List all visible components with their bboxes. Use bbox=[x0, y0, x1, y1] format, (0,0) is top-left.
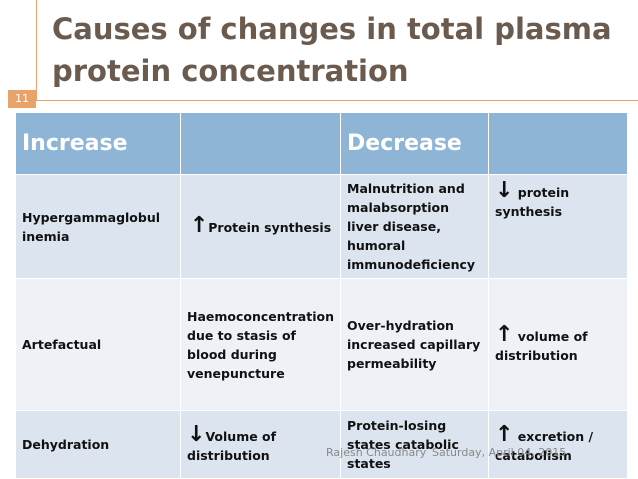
row2-decrease-cause: Over-hydration increased capillary perme… bbox=[340, 278, 489, 411]
row3-decrease-cause: Protein-losing states catabolic states bbox=[340, 410, 489, 479]
row2-decrease-effect: ↑ volume of distribution bbox=[488, 278, 628, 411]
table-row: Dehydration ↓Volume of distribution Prot… bbox=[15, 410, 628, 479]
slide-title-line-1: Causes of changes in total plasma bbox=[52, 12, 612, 46]
row1-increase-cause: Hypergammaglobul inemia bbox=[15, 174, 181, 279]
row1-increase-effect-text: Protein synthesis bbox=[208, 220, 332, 235]
down-arrow-icon: ↓ bbox=[495, 178, 514, 203]
row1-increase-effect: ↑Protein synthesis bbox=[180, 174, 341, 279]
title-accent-horizontal-line bbox=[36, 100, 638, 101]
header-increase: Increase bbox=[15, 112, 181, 175]
row2-increase-cause: Artefactual bbox=[15, 278, 181, 411]
footer-author: Rajesh Chaudhary bbox=[326, 446, 427, 459]
title-accent-vertical-line bbox=[36, 0, 37, 100]
table-row: Hypergammaglobul inemia ↑Protein synthes… bbox=[15, 174, 628, 279]
row2-increase-effect: Haemoconcentration due to stasis of bloo… bbox=[180, 278, 341, 411]
row3-increase-effect-text: Volume of distribution bbox=[187, 428, 277, 463]
row2-increase-effect-text: Haemoconcentration due to stasis of bloo… bbox=[187, 308, 334, 381]
row3-decrease-effect: ↑ excretion / catabolism bbox=[488, 410, 628, 479]
row1-decrease-effect: ↓ protein synthesis bbox=[488, 174, 628, 279]
down-arrow-icon: ↓ bbox=[187, 421, 206, 447]
slide-number-badge: 11 bbox=[8, 90, 36, 108]
header-blank-2 bbox=[488, 112, 628, 175]
up-arrow-icon: ↑ bbox=[495, 421, 514, 447]
row3-increase-cause: Dehydration bbox=[15, 410, 181, 479]
causes-table: Increase Decrease Hypergammaglobul inemi… bbox=[15, 112, 628, 479]
header-decrease: Decrease bbox=[340, 112, 489, 175]
row1-decrease-effect-text: protein synthesis bbox=[495, 185, 570, 219]
table-row: Artefactual Haemoconcentration due to st… bbox=[15, 278, 628, 411]
row3-increase-effect: ↓Volume of distribution bbox=[180, 410, 341, 479]
header-blank-1 bbox=[180, 112, 341, 175]
slide-title-line-2: protein concentration bbox=[52, 54, 409, 88]
slide-title: Causes of changes in total plasma protei… bbox=[52, 8, 622, 92]
table-header-row: Increase Decrease bbox=[15, 112, 628, 175]
row2-decrease-effect-text: volume of distribution bbox=[495, 328, 588, 363]
footer-date: Saturday, April 04, 2015 bbox=[432, 446, 567, 459]
up-arrow-icon: ↑ bbox=[189, 213, 209, 238]
row1-decrease-cause: Malnutrition and malabsorption liver dis… bbox=[340, 174, 489, 279]
row3-decrease-effect-text: excretion / catabolism bbox=[495, 428, 594, 463]
up-arrow-icon: ↑ bbox=[495, 321, 514, 347]
